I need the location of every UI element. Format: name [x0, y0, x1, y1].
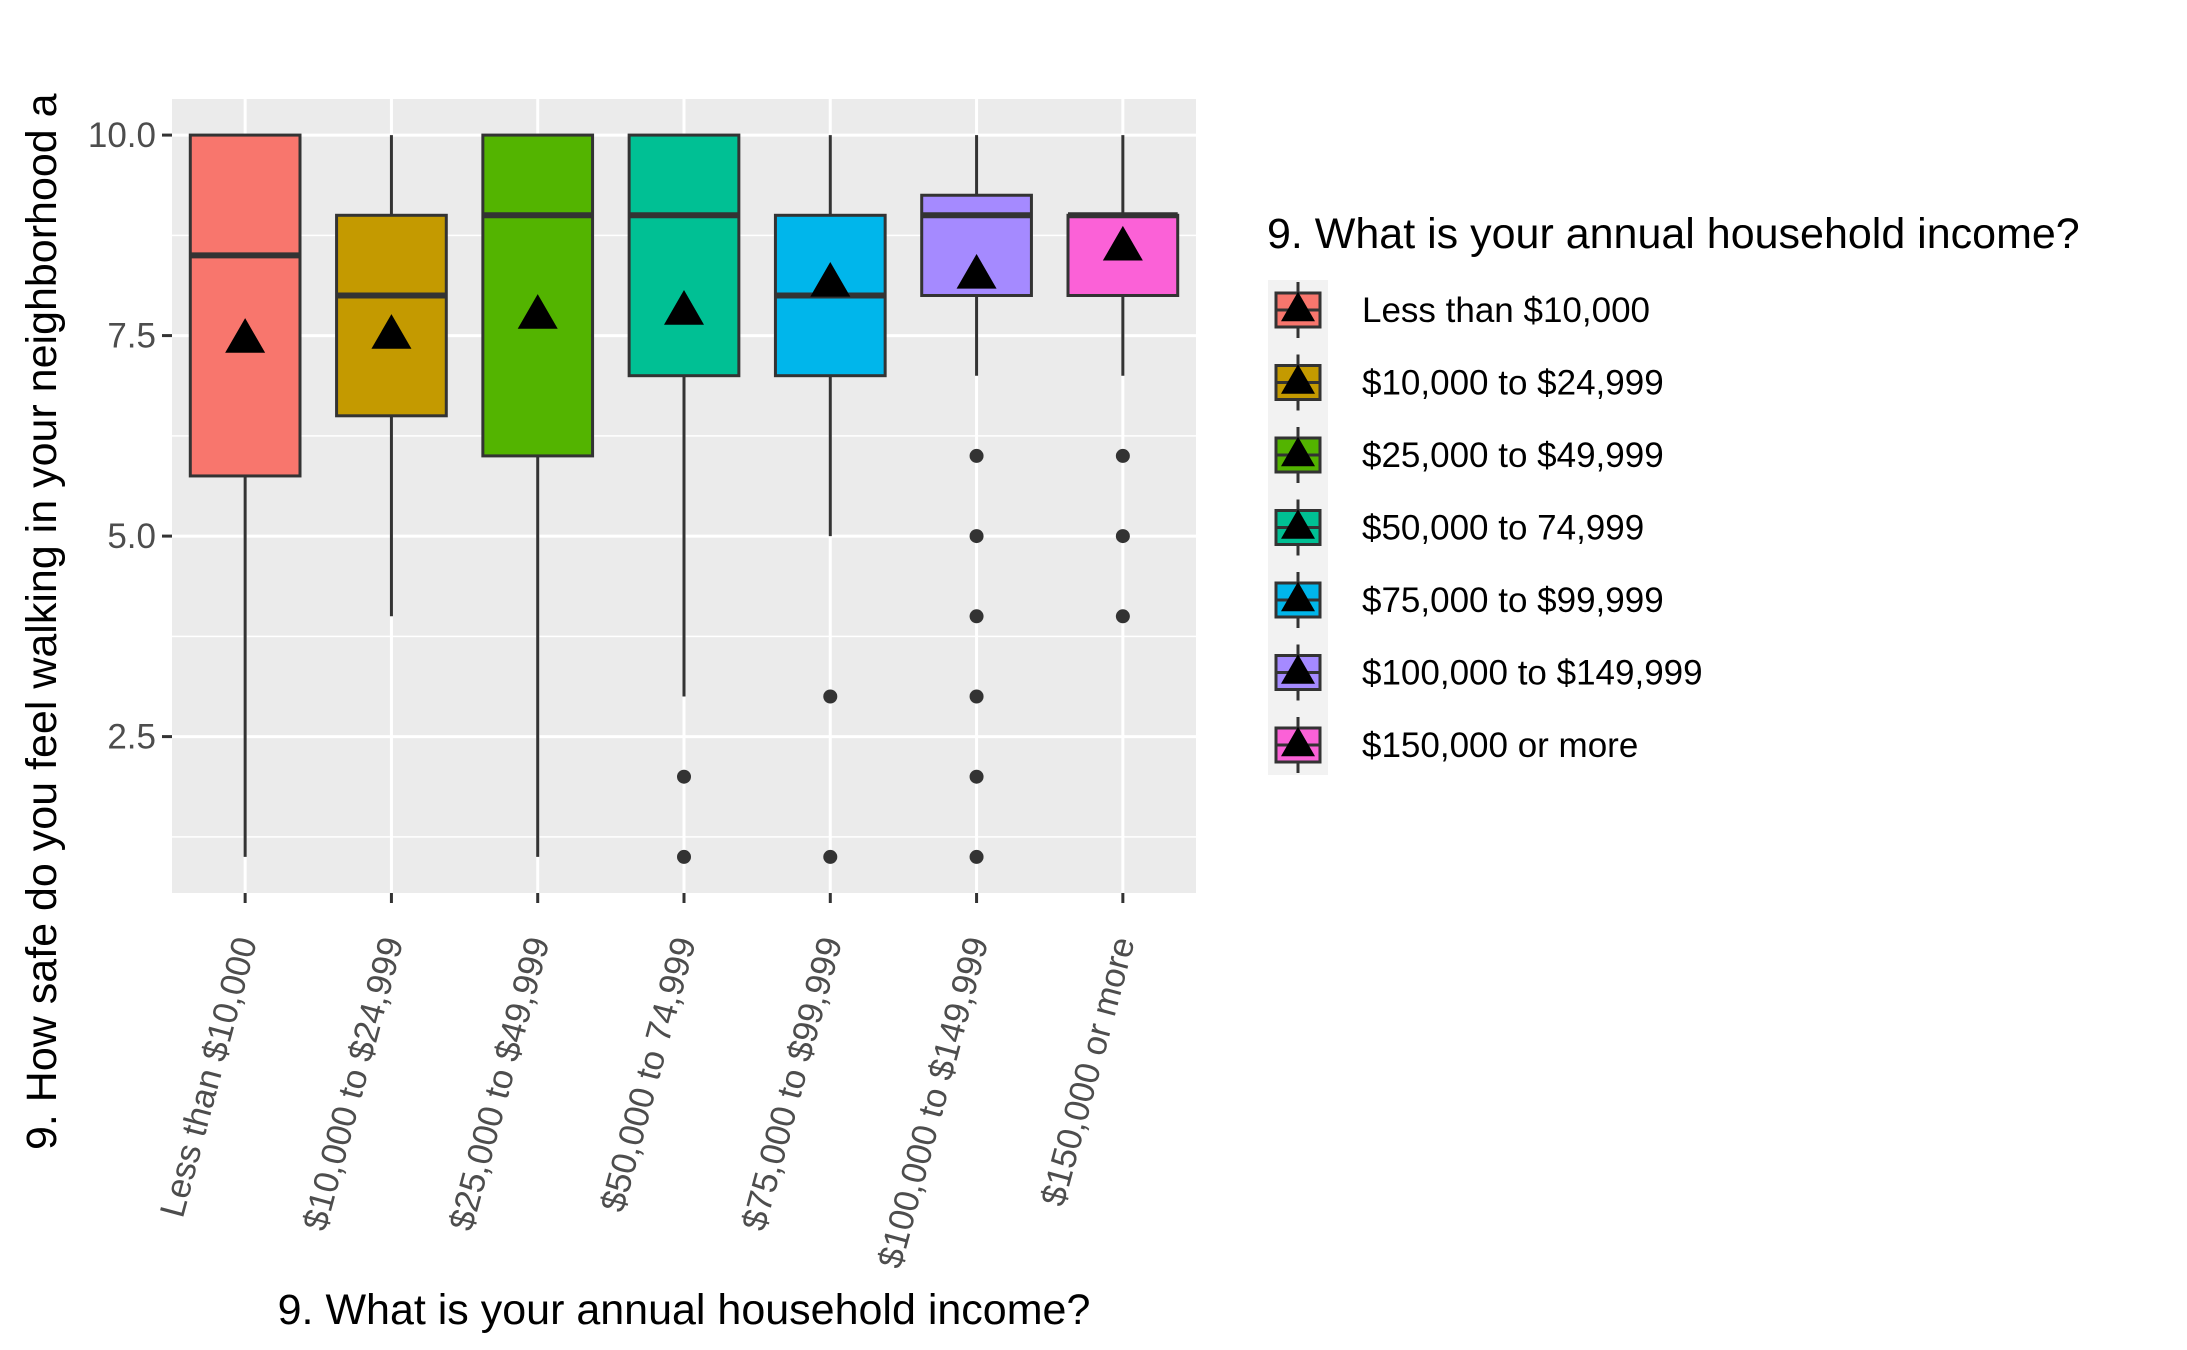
box-group [335, 135, 448, 617]
box-body [627, 133, 741, 378]
box-group [188, 133, 302, 857]
mean-marker [517, 294, 558, 329]
legend-label: $25,000 to $49,999 [1362, 436, 1664, 475]
legend-item: $150,000 or more [1274, 717, 1638, 773]
y-tick-label: 5.0 [107, 517, 156, 556]
x-axis-title: 9. What is your annual household income? [278, 1286, 1091, 1334]
legend-item: $100,000 to $149,999 [1274, 644, 1703, 701]
legend-title: 9. What is your annual household income? [1267, 210, 2080, 258]
y-axis: 2.5 5.0 7.5 10.0 [88, 116, 172, 757]
legend-mean-marker [1281, 581, 1315, 612]
legend-mean-marker [1281, 291, 1315, 322]
box-group [627, 133, 741, 864]
legend-label: Less than $10,000 [1362, 291, 1650, 330]
mean-marker [956, 253, 997, 289]
legend-mean-marker [1281, 436, 1315, 467]
y-tick-label: 10.0 [88, 116, 156, 155]
legend-item: $75,000 to $99,999 [1274, 572, 1664, 628]
legend: 9. What is your annual household income?… [1267, 210, 2080, 775]
legend-mean-marker [1281, 364, 1315, 394]
mean-marker [664, 290, 704, 325]
legend-label: $10,000 to $24,999 [1362, 364, 1664, 403]
legend-mean-marker [1281, 509, 1315, 539]
outlier-point [969, 609, 984, 624]
outlier-point [969, 448, 984, 463]
outlier-point [823, 849, 838, 864]
box-group [773, 135, 887, 864]
box-body [335, 213, 448, 418]
outlier-point [969, 849, 984, 864]
outlier-point [823, 689, 838, 704]
legend-label: $100,000 to $149,999 [1362, 654, 1703, 693]
box-body [188, 133, 302, 478]
outlier-point [677, 769, 691, 784]
legend-label: $50,000 to 74,999 [1362, 509, 1644, 548]
outlier-point [969, 769, 984, 784]
box-group [1066, 135, 1180, 624]
y-axis-title: 9. How safe do you feel walking in your … [18, 93, 66, 1150]
outlier-point [1115, 448, 1130, 463]
legend-mean-marker [1281, 726, 1315, 757]
legend-item: Less than $10,000 [1274, 282, 1650, 338]
mean-marker [1102, 225, 1143, 261]
outlier-point [969, 689, 984, 704]
y-tick-label: 2.5 [107, 718, 156, 757]
mean-marker [371, 314, 412, 349]
outlier-point [1115, 609, 1130, 624]
legend-mean-marker [1281, 654, 1315, 684]
box-series [188, 133, 1180, 864]
outlier-point [969, 529, 984, 544]
outlier-point [1115, 529, 1130, 544]
legend-item: $50,000 to 74,999 [1274, 499, 1644, 556]
mean-marker [810, 261, 851, 297]
legend-keys: Less than $10,000 $10,000 to $24,999 $25,0… [1268, 280, 1703, 775]
outlier-point [677, 849, 691, 864]
legend-label: $75,000 to $99,999 [1362, 581, 1664, 620]
legend-item: $25,000 to $49,999 [1274, 427, 1664, 483]
legend-label: $150,000 or more [1362, 726, 1638, 765]
box-group [920, 135, 1033, 864]
y-tick-label: 7.5 [107, 317, 156, 356]
box-group [481, 133, 595, 857]
legend-item: $10,000 to $24,999 [1274, 354, 1664, 411]
mean-marker [225, 318, 266, 353]
